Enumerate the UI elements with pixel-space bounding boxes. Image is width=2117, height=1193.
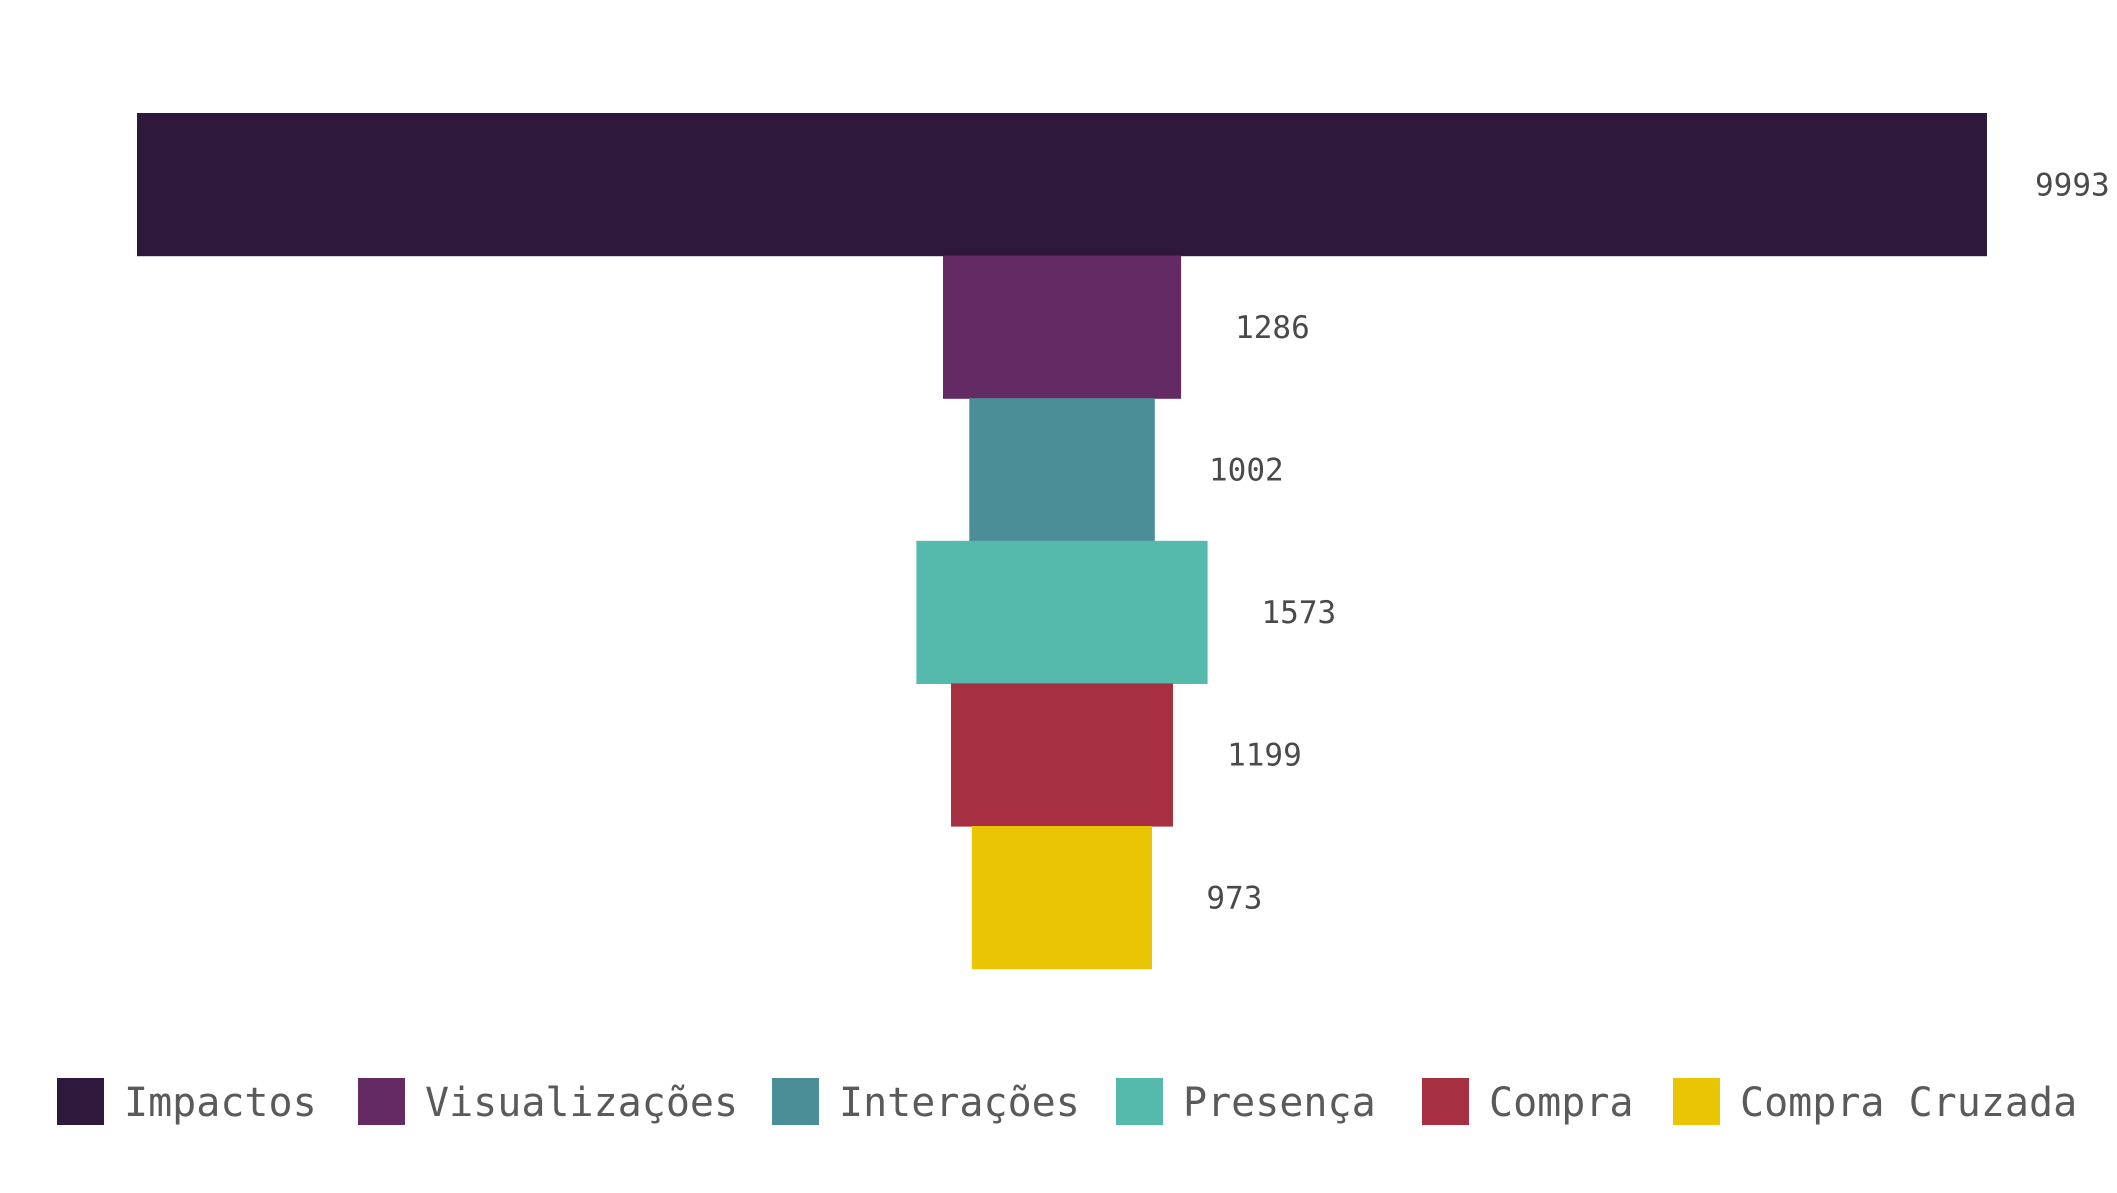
- legend-label-3: Presença: [1183, 1080, 1376, 1126]
- legend-swatch-3: [1116, 1078, 1163, 1125]
- value-label-5: 973: [1206, 880, 1262, 916]
- funnel-bar-1: [943, 255, 1182, 399]
- funnel-bars: [137, 113, 1987, 970]
- legend-swatch-1: [358, 1078, 405, 1125]
- legend-item-2: Interações: [772, 1078, 1080, 1126]
- legend-label-4: Compra: [1489, 1080, 1634, 1126]
- legend-swatch-2: [772, 1078, 819, 1125]
- value-label-4: 1199: [1227, 738, 1302, 774]
- legend-item-3: Presença: [1116, 1078, 1376, 1126]
- funnel-bar-5: [971, 826, 1152, 970]
- legend-item-4: Compra: [1422, 1078, 1634, 1126]
- value-labels: 9993 1286 1002 1573 1199 973: [1206, 167, 2109, 916]
- legend-label-1: Visualizações: [425, 1080, 738, 1126]
- legend-item-0: Impactos: [57, 1078, 317, 1126]
- funnel-bar-4: [951, 683, 1173, 827]
- legend-label-2: Interações: [839, 1080, 1080, 1126]
- value-label-3: 1573: [1262, 595, 1337, 631]
- funnel-bar-2: [969, 398, 1155, 542]
- legend-item-5: Compra Cruzada: [1673, 1078, 2077, 1126]
- legend-item-1: Visualizações: [358, 1078, 738, 1126]
- legend: Impactos Visualizações Interações Presença C…: [57, 1078, 2077, 1126]
- value-label-0: 9993: [2035, 167, 2110, 203]
- legend-label-0: Impactos: [124, 1080, 317, 1126]
- value-label-1: 1286: [1235, 310, 1310, 346]
- legend-swatch-0: [57, 1078, 104, 1125]
- legend-swatch-5: [1673, 1078, 1720, 1125]
- legend-swatch-4: [1422, 1078, 1469, 1125]
- value-label-2: 1002: [1209, 453, 1284, 489]
- funnel-bar-3: [916, 540, 1208, 684]
- legend-label-5: Compra Cruzada: [1740, 1080, 2077, 1126]
- funnel-bar-0: [137, 113, 1987, 257]
